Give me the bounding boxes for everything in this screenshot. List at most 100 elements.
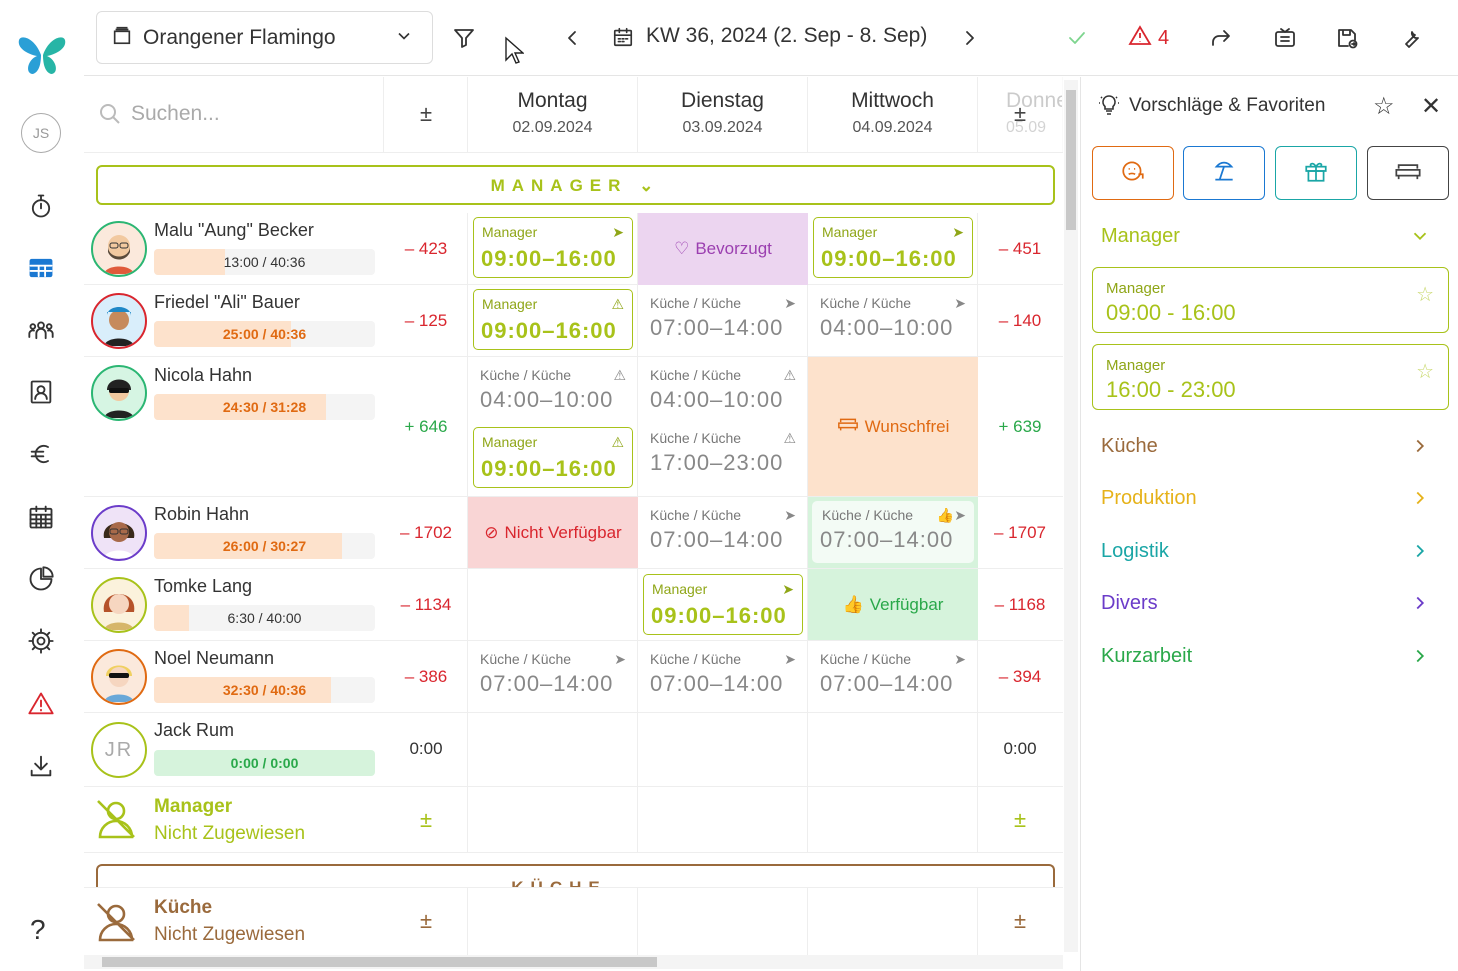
day-off-button[interactable]	[1367, 146, 1449, 200]
unassigned-role: Manager	[154, 796, 233, 817]
search-field[interactable]: Suchen...	[84, 77, 384, 153]
employee-name[interactable]: Robin Hahn	[154, 504, 250, 524]
chevron-right-icon	[1409, 487, 1431, 515]
redo-icon[interactable]	[1209, 26, 1233, 55]
shift-card[interactable]: Manager ➤ 09:00–16:00	[473, 217, 633, 278]
warning-icon: ⚠	[613, 367, 626, 383]
shift-card[interactable]: Manager ➤ 09:00–16:00	[643, 574, 803, 635]
shift-card[interactable]: Küche / Küche ➤ 07:00–14:00	[650, 651, 796, 696]
day-header-wednesday[interactable]: Mittwoch 04.09.2024	[808, 77, 978, 153]
warning-icon[interactable]	[21, 684, 61, 724]
special-leave-button[interactable]	[1275, 146, 1357, 200]
stopwatch-icon[interactable]	[21, 186, 61, 226]
category-kurzarbeit[interactable]: Kurzarbeit	[1101, 645, 1431, 668]
shift-card[interactable]: Küche / Küche ⚠ 17:00–23:00	[650, 430, 796, 475]
contact-card-icon[interactable]	[21, 372, 61, 412]
shift-card[interactable]: Manager ⚠ 09:00–16:00	[473, 289, 633, 350]
shift-card[interactable]: Küche / Küche ⚠ 04:00–10:00	[650, 367, 796, 412]
add-shift-button[interactable]: ±	[419, 908, 433, 933]
week-diff: – 423	[404, 239, 448, 258]
avatar[interactable]: JS	[21, 113, 61, 153]
wish-free-cell[interactable]: Wunschfrei	[808, 357, 978, 496]
shift-card[interactable]: Küche / Küche ➤ 04:00–10:00	[820, 295, 966, 340]
day-header-tuesday[interactable]: Dienstag 03.09.2024	[638, 77, 808, 153]
butterfly-logo[interactable]	[17, 30, 67, 80]
employee-name[interactable]: Noel Neumann	[154, 648, 275, 668]
preferred-cell[interactable]: ♡ Bevorzugt	[638, 213, 808, 285]
table-row: Malu "Aung" Becker 13:00 / 40:36 – 423 M…	[84, 213, 1063, 285]
team-icon[interactable]	[21, 310, 61, 350]
day-header-monday[interactable]: Montag 02.09.2024	[468, 77, 638, 153]
shift-card[interactable]: Küche / Küche ➤ 07:00–14:00	[650, 507, 796, 552]
category-logistik[interactable]: Logistik	[1101, 540, 1431, 563]
unassigned-row-manager: Manager Nicht Zugewiesen ± ±	[84, 787, 1063, 853]
tv-icon[interactable]	[1273, 26, 1297, 55]
shift-card[interactable]: Küche / Küche ⚠ 04:00–10:00	[480, 367, 626, 412]
avatar	[91, 649, 147, 705]
vacation-button[interactable]	[1183, 146, 1265, 200]
check-icon[interactable]	[1065, 26, 1089, 55]
plusminus-button-right[interactable]: ±	[1013, 101, 1027, 126]
sick-button[interactable]	[1092, 146, 1174, 200]
euro-icon[interactable]	[21, 434, 61, 474]
shift-card[interactable]: Küche / Küche ➤ 07:00–14:00	[820, 651, 966, 696]
employee-name[interactable]: Friedel "Ali" Bauer	[154, 292, 300, 312]
avatar	[91, 221, 147, 277]
lightbulb-icon	[1097, 93, 1121, 122]
pie-chart-icon[interactable]	[21, 559, 61, 599]
not-available-cell[interactable]: ⊘ Nicht Verfügbar	[468, 497, 638, 568]
week-label[interactable]: KW 36, 2024 (2. Sep - 8. Sep)	[646, 24, 928, 47]
category-divers[interactable]: Divers	[1101, 592, 1431, 615]
search-input[interactable]: Suchen...	[131, 102, 220, 125]
plusminus-button[interactable]: ±	[419, 101, 433, 126]
employee-name[interactable]: Nicola Hahn	[154, 365, 253, 385]
category-kueche[interactable]: Küche	[1101, 435, 1431, 458]
location-selector[interactable]: Orangener Flamingo	[96, 11, 433, 64]
hours-bar: 24:30 / 31:28	[154, 394, 375, 420]
avatar	[91, 577, 147, 633]
add-shift-button-right[interactable]: ±	[1013, 908, 1027, 933]
star-icon[interactable]: ☆	[1416, 284, 1434, 306]
available-cell[interactable]: 👍 Verfügbar	[808, 569, 978, 640]
warnings-button[interactable]: 4	[1128, 24, 1169, 53]
wrench-icon[interactable]	[1398, 26, 1422, 55]
add-shift-button-right[interactable]: ±	[1013, 807, 1027, 832]
favorite-shift[interactable]: Manager 09:00 - 16:00 ☆	[1092, 267, 1449, 333]
settings-icon[interactable]	[21, 621, 61, 661]
send-icon: ➤	[954, 295, 966, 311]
schedule-grid-icon[interactable]	[21, 248, 61, 288]
favorite-shift[interactable]: Manager 16:00 - 23:00 ☆	[1092, 344, 1449, 410]
star-icon[interactable]: ☆	[1416, 361, 1434, 383]
warning-icon	[1128, 24, 1152, 53]
day-header-thursday[interactable]: Donne 05.09	[978, 77, 1063, 153]
download-icon[interactable]	[21, 746, 61, 786]
chevron-right-icon[interactable]	[958, 26, 982, 55]
chevron-left-icon[interactable]	[560, 26, 584, 55]
horizontal-scrollbar[interactable]	[84, 955, 1063, 969]
star-icon[interactable]: ☆	[1373, 93, 1395, 120]
calendar-icon[interactable]	[21, 497, 61, 537]
send-icon: ➤	[952, 224, 964, 240]
help-icon[interactable]: ?	[30, 914, 46, 945]
avatar	[91, 293, 147, 349]
shift-card[interactable]: Küche / Küche ➤ 07:00–14:00	[650, 295, 796, 340]
group-header-manager[interactable]: MANAGER ⌄	[96, 165, 1055, 205]
filter-icon[interactable]	[452, 26, 476, 55]
vertical-scrollbar[interactable]	[1064, 80, 1078, 952]
shift-card[interactable]: Manager ➤ 09:00–16:00	[813, 217, 973, 278]
save-export-icon[interactable]	[1335, 26, 1359, 55]
suggestions-panel: Vorschläge & Favoriten ☆ ✕ Manager Manag…	[1080, 77, 1458, 971]
shift-card[interactable]: Küche / Küche ➤ 07:00–14:00	[480, 651, 626, 696]
add-shift-button[interactable]: ±	[419, 807, 433, 832]
employee-name[interactable]: Malu "Aung" Becker	[154, 220, 314, 240]
sidebar: JS ?	[0, 0, 84, 971]
close-icon[interactable]: ✕	[1421, 93, 1442, 120]
employee-name[interactable]: Jack Rum	[154, 720, 235, 740]
available-cell[interactable]: Küche / Küche 👍➤ 07:00–14:00	[808, 497, 978, 568]
shift-card[interactable]: Manager ⚠ 09:00–16:00	[473, 427, 633, 488]
employee-name[interactable]: Tomke Lang	[154, 576, 253, 596]
warning-icon: ⚠	[611, 434, 624, 450]
category-produktion[interactable]: Produktion	[1101, 487, 1431, 510]
shift-card[interactable]: Küche / Küche 👍➤ 07:00–14:00	[812, 501, 974, 563]
section-manager[interactable]: Manager	[1101, 225, 1431, 248]
